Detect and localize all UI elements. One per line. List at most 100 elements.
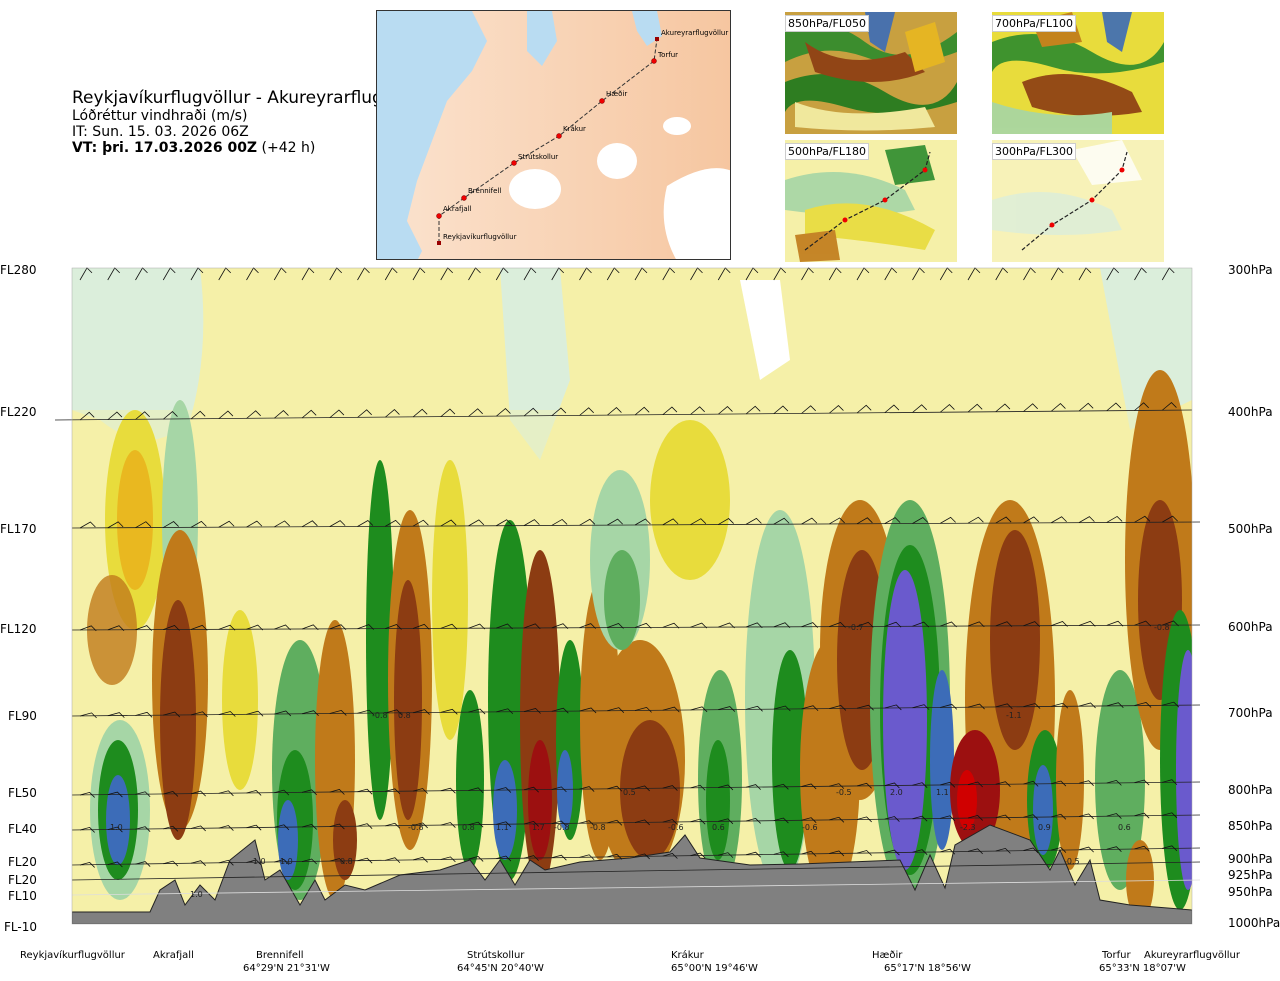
wind-barb (495, 407, 511, 417)
wind-barb (523, 786, 539, 793)
wind-barb (634, 785, 650, 792)
route-point-label: Akureyrarflugvöllur (1144, 950, 1241, 961)
wind-barb (912, 704, 930, 710)
wind-barb (135, 711, 153, 718)
map-label-akureyri: Akureyrarflugvöllur (661, 29, 728, 37)
wind-barb (79, 826, 95, 833)
wind-barb (79, 625, 97, 632)
value-label: -1.0 (250, 857, 266, 866)
wind-barb (301, 520, 318, 528)
inset-700hpa-label: 700hPa/FL100 (992, 15, 1077, 32)
wind-barb (1023, 621, 1041, 627)
wind-barb (1106, 620, 1124, 627)
wind-barb (829, 517, 845, 525)
wind-barb (329, 823, 345, 830)
wind-barb (246, 824, 262, 831)
inset-500hpa-label: 500hPa/FL180 (785, 143, 870, 160)
wind-barb (79, 791, 95, 798)
wind-barb (745, 705, 763, 712)
wind-barb (1051, 516, 1067, 524)
wind-barb (329, 709, 347, 716)
wind-barb (829, 816, 845, 823)
wind-barb (440, 408, 456, 418)
value-label: -1.1 (1006, 711, 1022, 720)
wind-barb (1106, 813, 1122, 819)
wind-barb (634, 518, 651, 526)
wind-barb (967, 703, 985, 710)
wind-barb (1078, 620, 1096, 627)
wind-barb (385, 857, 401, 864)
value-label: 2.0 (890, 788, 903, 797)
wind-barb (1106, 402, 1122, 412)
value-label: 1.0 (110, 823, 123, 832)
hpa-label: 925hPa (1228, 868, 1273, 882)
value-label: -0.8 (1154, 623, 1170, 632)
wind-barb (190, 711, 208, 718)
wind-barb (246, 710, 264, 717)
wind-barb (856, 816, 872, 823)
wind-barb (940, 621, 957, 628)
route-point-label: Torfur (1102, 950, 1131, 961)
wind-barb (218, 410, 234, 420)
wind-barb (1106, 846, 1122, 852)
wind-barb (884, 849, 900, 856)
wind-barb (135, 826, 151, 832)
wind-barb (828, 404, 844, 414)
wind-barb (163, 521, 179, 528)
map-label-haedir: Hæðir (606, 90, 627, 98)
wind-barb (496, 623, 513, 630)
wind-barb (523, 820, 539, 827)
fl-label: FL120 (0, 622, 37, 636)
route-map-image: Akureyrarflugvöllur Torfur Hæðir Krákur … (377, 11, 730, 259)
map-label-torfur: Torfur (657, 51, 678, 59)
wind-barb (718, 706, 736, 712)
hpa-label: 700hPa (1228, 706, 1273, 720)
wind-barb (967, 848, 983, 855)
wind-barb (190, 624, 208, 631)
wind-barb (607, 853, 623, 860)
wind-barb (107, 712, 125, 718)
map-label-brennifell: Brennifell (468, 187, 501, 195)
hpa-label: 900hPa (1228, 852, 1273, 866)
wind-barb (1078, 402, 1094, 412)
wind-barb (107, 791, 123, 798)
wind-barb (773, 622, 791, 629)
issue-time: IT: Sun. 15. 03. 2026 06Z (72, 124, 249, 140)
fl-label: FL170 (0, 522, 37, 536)
wind-barb (440, 519, 457, 527)
wind-barb (163, 860, 179, 867)
wind-barb (523, 623, 541, 630)
wind-barb (385, 519, 401, 527)
fl-label: FL20 (8, 873, 37, 887)
wind-barb (274, 624, 291, 631)
wind-barb (1106, 515, 1123, 523)
wind-barb (662, 819, 678, 825)
wind-barb (1162, 515, 1178, 523)
route-point-label: Krákur (671, 950, 704, 961)
wind-barb (967, 814, 983, 821)
wind-barb (801, 517, 818, 525)
wind-barb (412, 408, 428, 418)
wind-barb (551, 407, 567, 417)
wind-barb (274, 858, 290, 865)
wind-barb (79, 411, 95, 421)
wind-barb (1050, 402, 1066, 412)
hpa-label: 400hPa (1228, 405, 1273, 419)
wind-barb (163, 711, 181, 718)
wind-barb (662, 518, 679, 526)
wind-barb (329, 789, 345, 795)
parameter-label: Lóðréttur vindhraði (m/s) (72, 108, 248, 124)
wind-barb (995, 403, 1011, 413)
wind-barb (412, 623, 430, 630)
value-label: -0.8 (372, 711, 388, 720)
wind-barb (440, 623, 458, 630)
hpa-label: 850hPa (1228, 819, 1273, 833)
route-map: Akureyrarflugvöllur Torfur Hæðir Krákur … (376, 10, 731, 260)
value-label: -2.3 (960, 823, 976, 832)
wind-barb (829, 783, 845, 789)
wind-barb (1078, 846, 1094, 853)
route-point-label: Strútskollur (467, 950, 525, 961)
wind-barb (385, 624, 402, 630)
wind-barb (468, 708, 486, 715)
wind-barb (690, 706, 708, 713)
